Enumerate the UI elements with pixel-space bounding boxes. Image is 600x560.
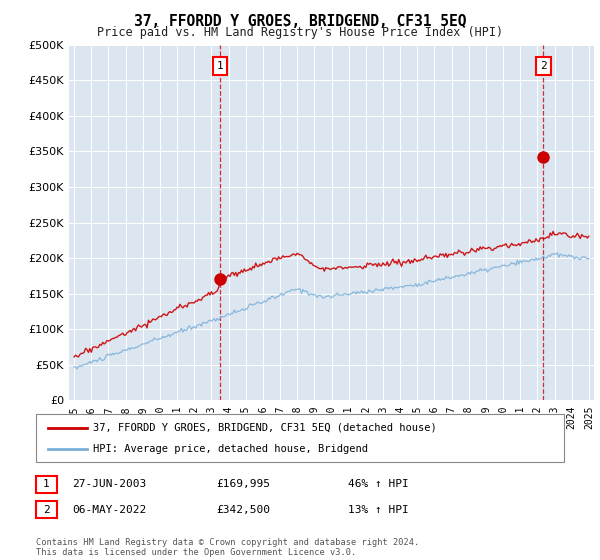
Text: 37, FFORDD Y GROES, BRIDGEND, CF31 5EQ (detached house): 37, FFORDD Y GROES, BRIDGEND, CF31 5EQ (… bbox=[93, 423, 437, 433]
Text: 2: 2 bbox=[540, 61, 547, 71]
Text: 1: 1 bbox=[43, 479, 50, 489]
Text: 06-MAY-2022: 06-MAY-2022 bbox=[72, 505, 146, 515]
Text: Contains HM Land Registry data © Crown copyright and database right 2024.
This d: Contains HM Land Registry data © Crown c… bbox=[36, 538, 419, 557]
Text: HPI: Average price, detached house, Bridgend: HPI: Average price, detached house, Brid… bbox=[93, 444, 368, 454]
Text: 2: 2 bbox=[43, 505, 50, 515]
Text: Price paid vs. HM Land Registry's House Price Index (HPI): Price paid vs. HM Land Registry's House … bbox=[97, 26, 503, 39]
Text: £169,995: £169,995 bbox=[216, 479, 270, 489]
Text: 46% ↑ HPI: 46% ↑ HPI bbox=[348, 479, 409, 489]
Text: 13% ↑ HPI: 13% ↑ HPI bbox=[348, 505, 409, 515]
Text: 27-JUN-2003: 27-JUN-2003 bbox=[72, 479, 146, 489]
Text: 1: 1 bbox=[217, 61, 223, 71]
Text: £342,500: £342,500 bbox=[216, 505, 270, 515]
Text: 37, FFORDD Y GROES, BRIDGEND, CF31 5EQ: 37, FFORDD Y GROES, BRIDGEND, CF31 5EQ bbox=[134, 14, 466, 29]
